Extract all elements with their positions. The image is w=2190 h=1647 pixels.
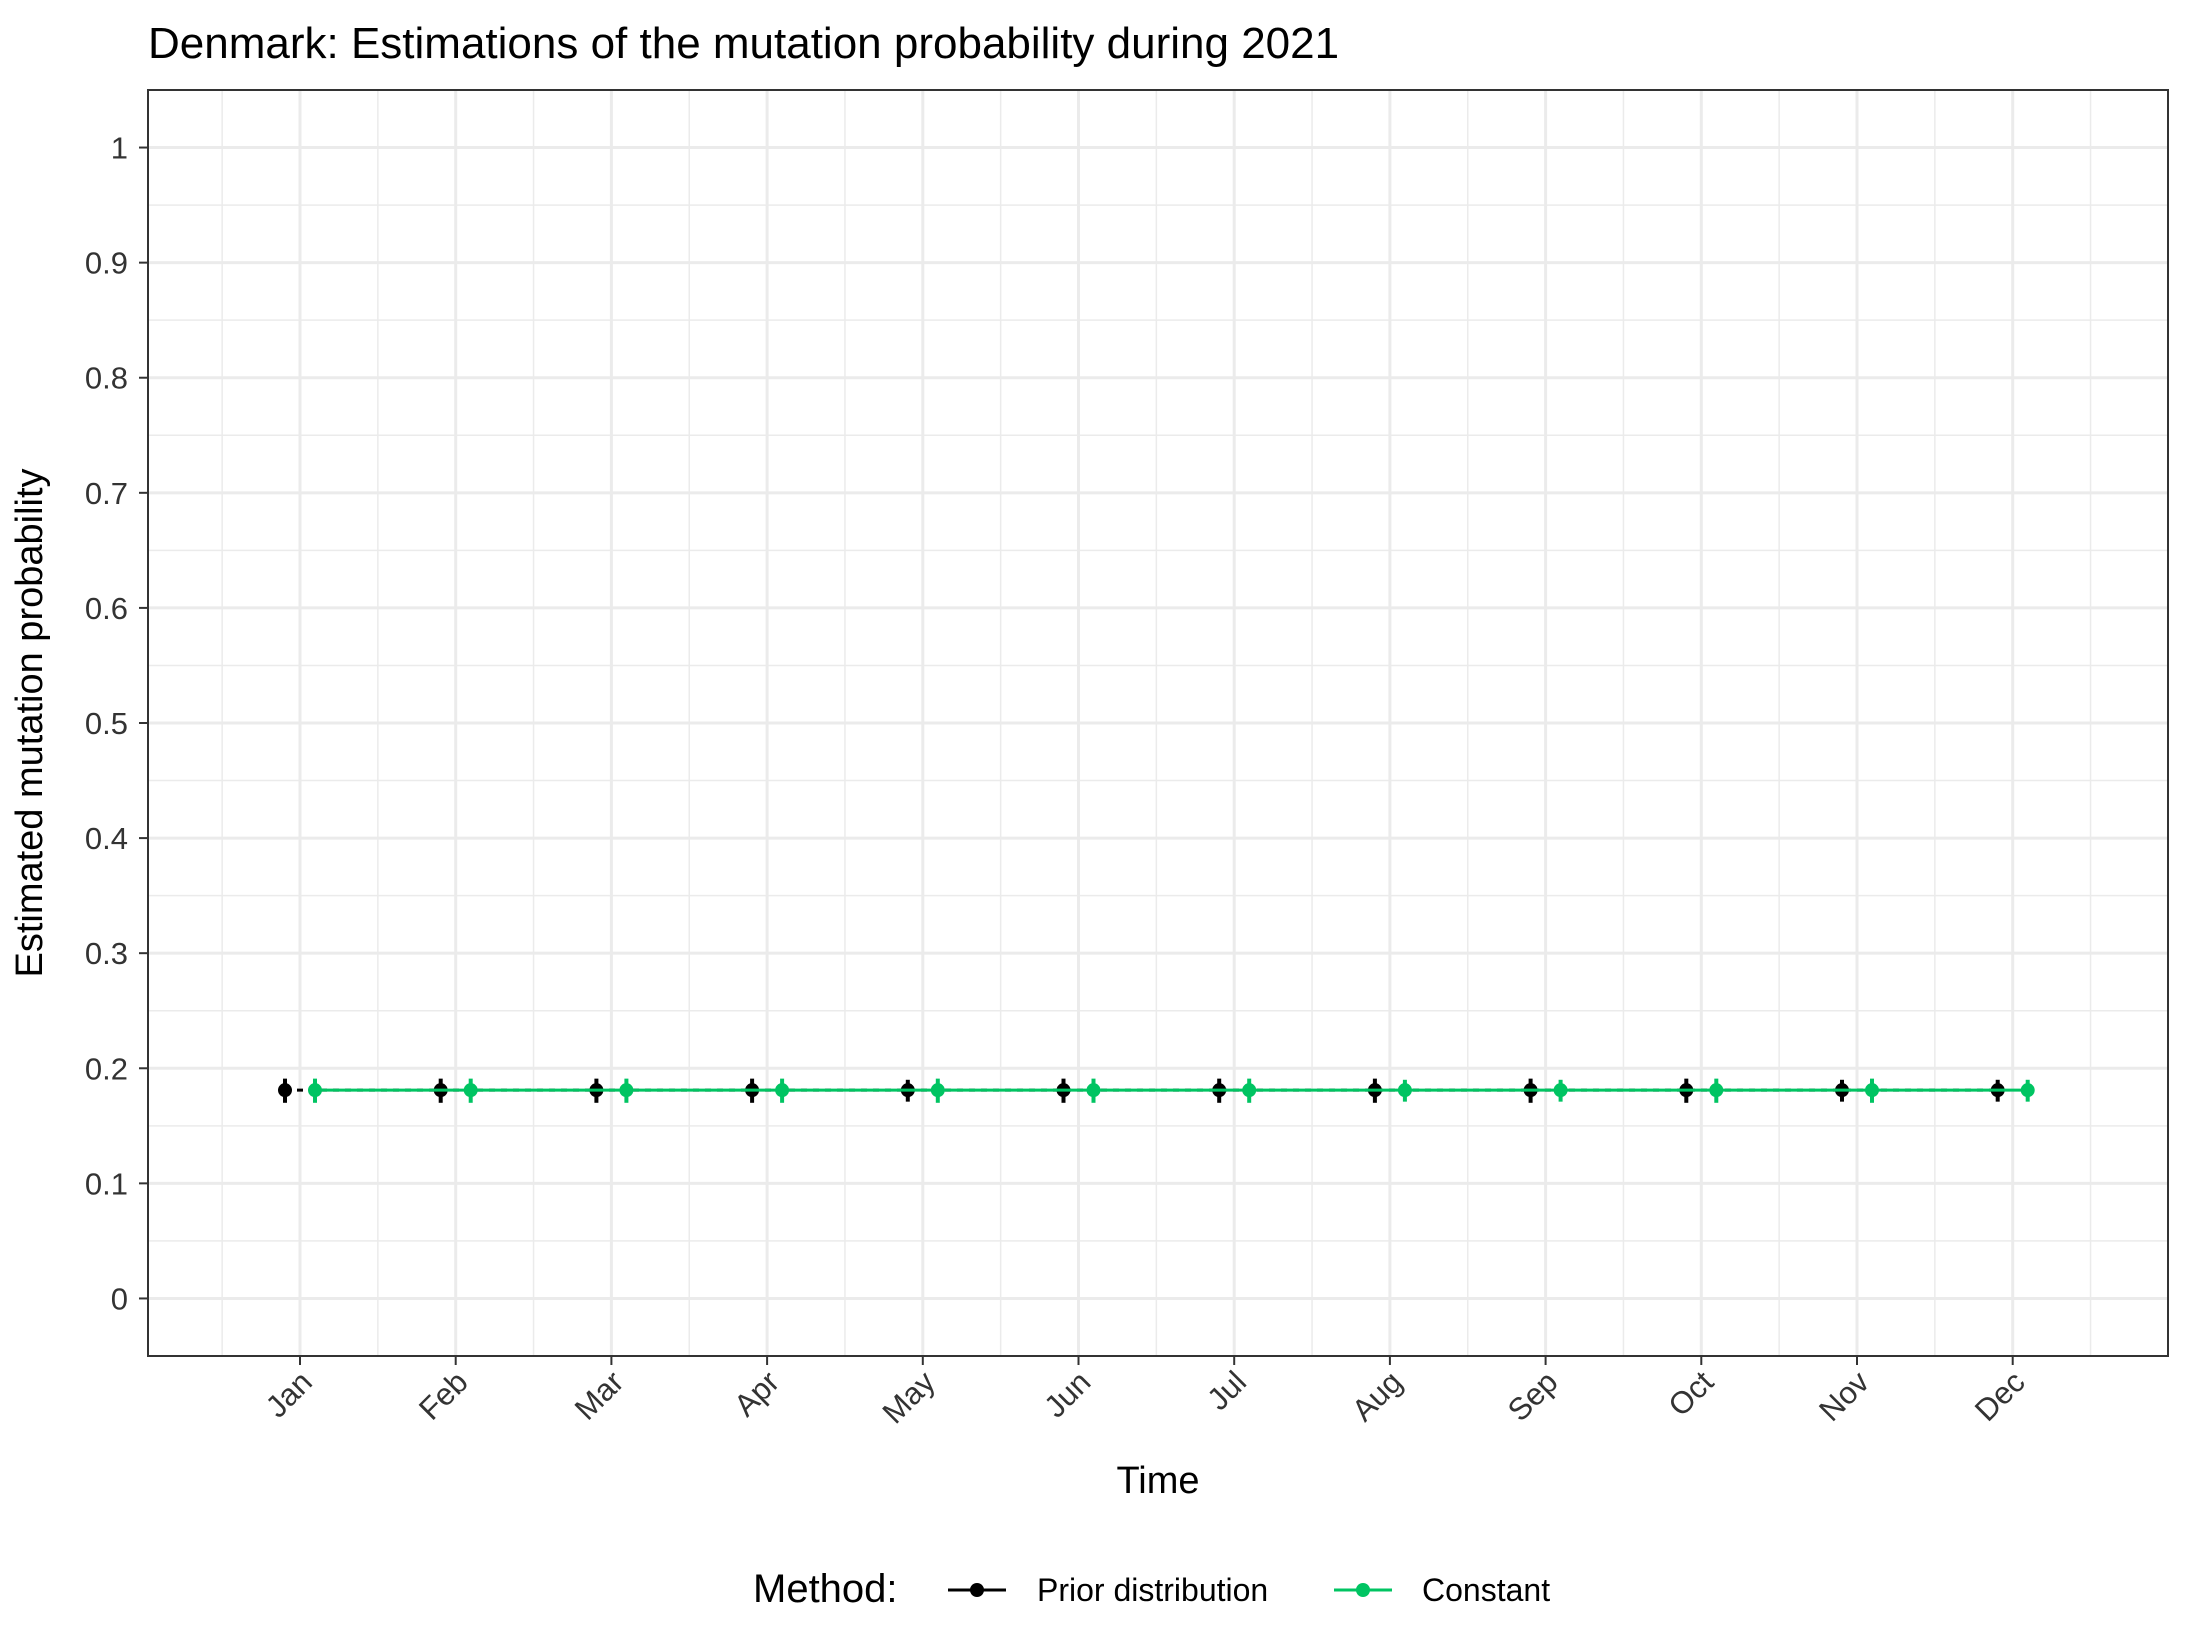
y-tick-label: 0.9 xyxy=(85,246,128,281)
series-layer xyxy=(278,1078,2035,1103)
legend-label: Prior distribution xyxy=(1037,1572,1268,1608)
legend-key-point xyxy=(1356,1583,1370,1597)
data-point xyxy=(1397,1083,1412,1098)
data-point xyxy=(1553,1083,1568,1098)
y-tick-label: 0 xyxy=(111,1281,128,1316)
grid-major xyxy=(148,90,2168,1356)
data-point xyxy=(619,1083,634,1098)
data-point xyxy=(2020,1083,2035,1098)
y-axis: 0 0.1 0.2 0.3 0.4 0.5 0.6 0.7 0.8 0.9 1 xyxy=(85,131,148,1316)
legend-item-1: Constant xyxy=(1334,1572,1550,1608)
data-point xyxy=(463,1083,478,1098)
y-axis-title: Estimated mutation probability xyxy=(9,468,51,977)
y-tick-label: 0.3 xyxy=(85,936,128,971)
data-point xyxy=(1709,1083,1724,1098)
legend-key-point xyxy=(970,1583,984,1597)
legend: Method: Prior distribution Constant xyxy=(753,1567,1550,1611)
y-tick-label: 1 xyxy=(111,131,128,166)
x-axis-title: Time xyxy=(1116,1460,1199,1502)
y-tick-label: 0.5 xyxy=(85,706,128,741)
y-tick-label: 0.7 xyxy=(85,476,128,511)
data-point xyxy=(775,1083,790,1098)
y-tick-label: 0.6 xyxy=(85,591,128,626)
chart-title: Denmark: Estimations of the mutation pro… xyxy=(148,19,1339,68)
data-point xyxy=(1086,1083,1101,1098)
data-point xyxy=(278,1083,292,1098)
data-point xyxy=(930,1083,945,1098)
y-tick-label: 0.4 xyxy=(85,821,128,856)
legend-item-0: Prior distribution xyxy=(948,1572,1268,1608)
legend-title: Method: xyxy=(753,1567,898,1611)
legend-label: Constant xyxy=(1422,1572,1550,1608)
y-tick-label: 0.8 xyxy=(85,361,128,396)
data-point xyxy=(1865,1083,1879,1098)
y-tick-label: 0.2 xyxy=(85,1051,128,1086)
y-tick-label: 0.1 xyxy=(85,1166,128,1201)
data-point xyxy=(1242,1083,1257,1098)
data-point xyxy=(308,1083,322,1098)
series-1 xyxy=(308,1078,2035,1103)
